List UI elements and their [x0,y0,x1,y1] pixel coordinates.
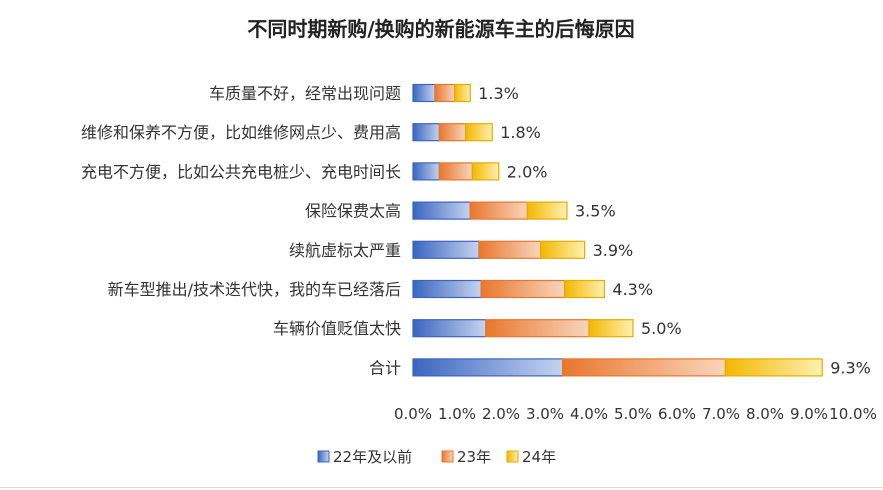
x-tick-label: 10.0% [829,405,877,423]
bar-segment [561,358,726,377]
category-label: 新车型推出/技术迭代快，我的车已经落后 [108,280,401,299]
bar-segment [724,358,823,377]
category-labels: 车质量不好，经常出现问题维修和保养不方便，比如维修网点少、费用高充电不方便，比如… [81,84,401,377]
bar-segment [412,123,440,142]
bar-segment [434,83,456,103]
bar-segment [412,83,436,103]
total-data-label: 5.0% [641,319,682,338]
legend-swatch [441,450,454,463]
bar-segment [438,162,473,181]
bar-segment [588,319,634,338]
bar-segment [485,319,590,338]
bar-segment [412,358,564,377]
bar-segment [478,240,542,259]
x-axis-ticks: 0.0% 1.0% 2.0% 3.0% 4.0% 5.0% 6.0% 7.0% 8.0% 9.0%… [394,405,877,423]
bar-segment [454,83,471,103]
bar-segment [412,319,487,338]
bar-segment [412,279,482,299]
legend-swatch [317,450,330,463]
bar-segment [471,162,500,181]
category-label: 车质量不好，经常出现问题 [209,84,401,103]
x-tick-label: 3.0% [526,405,564,423]
chart-title: 不同时期新购/换购的新能源车主的后悔原因 [247,17,634,41]
x-tick-label: 9.0% [790,405,828,423]
bar-segment [469,201,529,220]
category-label: 续航虚标太严重 [289,241,401,260]
bars-group [412,83,823,377]
category-label: 维修和保养不方便，比如维修网点少、费用高 [81,123,401,142]
x-tick-label: 2.0% [482,405,520,423]
total-data-label: 3.9% [593,241,634,260]
x-tick-label: 7.0% [702,405,740,423]
x-tick-label: 8.0% [746,405,784,423]
bar-segment [465,123,493,142]
legend-label: 24年 [522,448,556,466]
category-label: 车辆价值贬值太快 [273,319,401,338]
bar-segment [480,279,566,299]
category-label: 充电不方便，比如公共充电桩少、充电时间长 [81,162,401,181]
total-data-label: 9.3% [830,358,871,377]
total-data-label: 4.3% [612,280,653,299]
category-label: 合计 [369,358,401,377]
x-tick-label: 4.0% [570,405,608,423]
total-data-label: 2.0% [507,162,548,181]
bar-segment [412,201,471,220]
total-data-label: 1.8% [500,123,541,142]
bar-segment [539,240,586,259]
legend-swatch [506,450,519,463]
bar-segment [526,201,568,220]
legend: 22年及以前 23年 24年 [317,448,556,466]
x-tick-label: 5.0% [614,405,652,423]
bar-segment [438,123,467,142]
x-tick-label: 0.0% [394,405,432,423]
legend-label: 23年 [457,448,491,466]
total-data-label: 3.5% [575,202,616,221]
bar-segment [564,279,605,299]
total-data-label: 1.3% [478,84,519,103]
legend-label: 22年及以前 [333,448,412,466]
bar-segment [412,162,440,181]
bar-segment [412,240,480,259]
category-label: 保险保费太高 [305,202,401,221]
x-tick-label: 6.0% [658,405,696,423]
bottom-divider [0,487,883,488]
total-labels: 1.3% 1.8% 2.0% 3.5% 3.9% 4.3% 5.0% 9.3% [478,84,871,377]
x-tick-label: 1.0% [438,405,476,423]
